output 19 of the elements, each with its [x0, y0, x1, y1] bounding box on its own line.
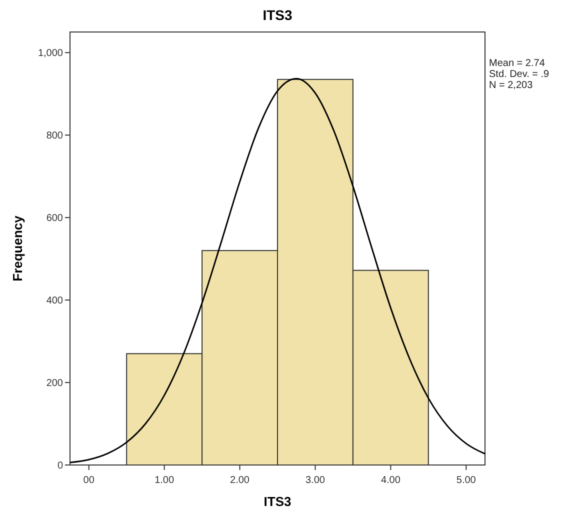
x-tick-label: 1.00 — [154, 475, 174, 486]
line-series — [69, 78, 486, 464]
x-axis-title: ITS3 — [264, 494, 292, 509]
text: Std. Dev. = .9 — [489, 69, 550, 80]
x-tick-label: 4.00 — [380, 475, 401, 486]
y-axis-title: Frequency — [10, 214, 25, 282]
y-tick-label: 1,000 — [38, 48, 64, 60]
x-tick-label: 3.00 — [305, 475, 326, 486]
chart-title: ITS3 — [262, 7, 292, 23]
y-tick-label: 200 — [46, 378, 64, 390]
x-tick-label: 2.00 — [230, 475, 250, 486]
y-tick-label: 0 — [57, 460, 64, 472]
x-tick-label: 5.00 — [456, 475, 476, 486]
text: N = 2,203 — [489, 80, 534, 91]
y-tick-label: 800 — [46, 130, 64, 142]
y-tick-label: 600 — [46, 213, 64, 224]
y-tick-label: 400 — [46, 296, 64, 307]
text: Mean = 2.74 — [489, 58, 546, 69]
x-tick-label: 00 — [83, 475, 95, 486]
